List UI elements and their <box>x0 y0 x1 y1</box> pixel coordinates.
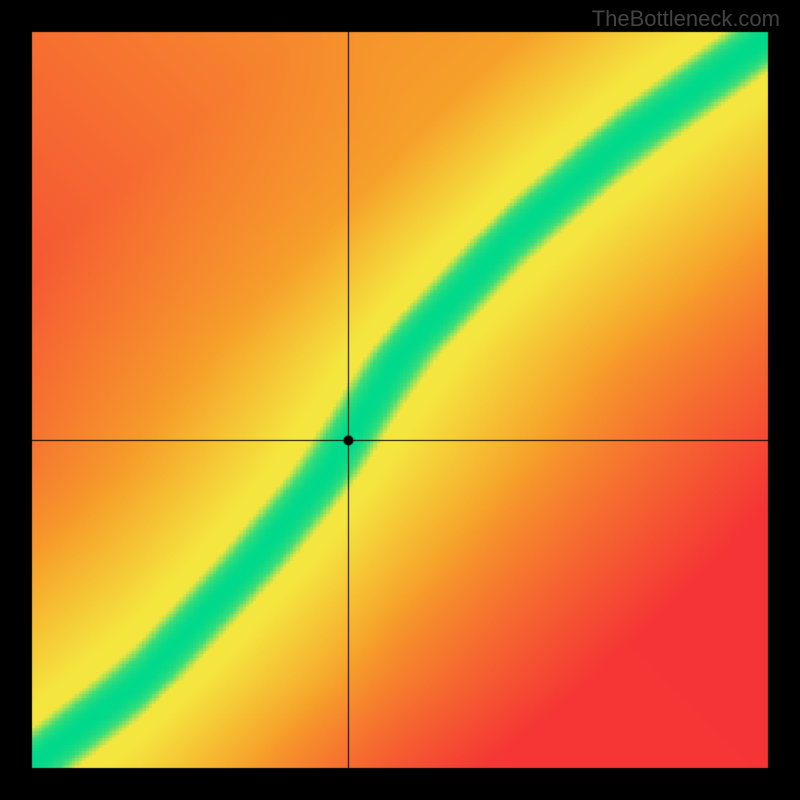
heatmap-canvas <box>0 0 800 800</box>
watermark-text: TheBottleneck.com <box>592 6 780 32</box>
chart-container: TheBottleneck.com <box>0 0 800 800</box>
